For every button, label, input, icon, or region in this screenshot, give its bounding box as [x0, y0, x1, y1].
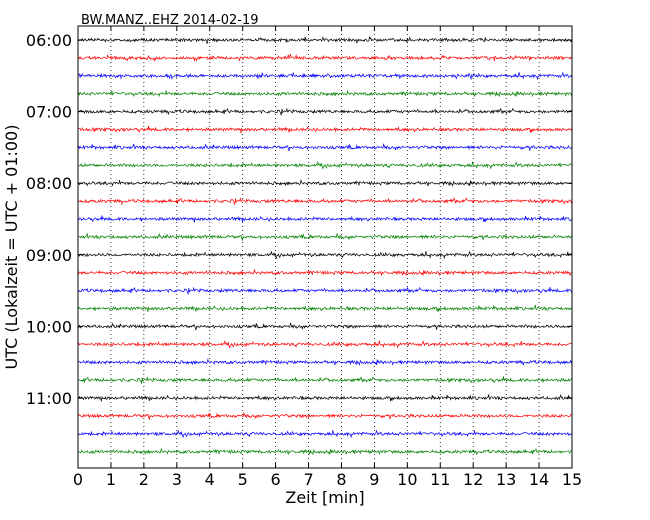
y-tick-labels: 06:00 07:00 08:00 09:00 10:00 11:00	[26, 31, 72, 408]
trace-0600	[77, 36, 573, 44]
trace-0700	[77, 107, 573, 116]
trace-1115	[77, 411, 573, 420]
trace-1030	[77, 358, 573, 366]
grid-lines	[110, 26, 540, 468]
x-tick-label: 15	[562, 470, 582, 489]
x-tick-label: 6	[271, 470, 281, 489]
x-tick-label: 5	[238, 470, 248, 489]
x-tick-label: 12	[463, 470, 483, 489]
x-tick-label: 2	[139, 470, 149, 489]
x-tick-label: 1	[106, 470, 116, 489]
y-tick-label: 10:00	[26, 317, 72, 336]
y-tick-label: 07:00	[26, 103, 72, 122]
x-tick-labels: 0 1 2 3 4 5 6 7 8 9 10 11 12 13 14 15	[73, 470, 582, 489]
plot-frame	[77, 25, 573, 469]
x-tick-label: 10	[397, 470, 417, 489]
trace-1045	[77, 376, 573, 384]
x-tick-label: 11	[430, 470, 450, 489]
y-tick-label: 08:00	[26, 174, 72, 193]
trace-0945	[77, 304, 573, 313]
trace-0615	[77, 53, 573, 63]
x-tick-label: 13	[496, 470, 516, 489]
trace-0930	[77, 286, 573, 295]
trace-0730	[77, 143, 573, 152]
y-axis-label: UTC (Lokalzeit = UTC + 01:00)	[2, 125, 21, 370]
y-tick-label: 06:00	[26, 31, 72, 50]
traces	[77, 36, 573, 456]
trace-0800	[77, 179, 573, 187]
x-tick-label: 14	[529, 470, 549, 489]
trace-1000	[77, 322, 573, 331]
trace-0845	[77, 232, 573, 241]
trace-0830	[77, 215, 573, 223]
x-tick-label: 7	[303, 470, 313, 489]
x-tick-label: 4	[205, 470, 215, 489]
x-tick-label: 9	[369, 470, 379, 489]
y-tick-label: 11:00	[26, 389, 72, 408]
x-tick-label: 8	[336, 470, 346, 489]
trace-0715	[77, 125, 573, 134]
x-axis-label: Zeit [min]	[285, 488, 364, 507]
y-tick-label: 09:00	[26, 246, 72, 265]
trace-0745	[77, 160, 572, 170]
trace-1100	[77, 393, 573, 402]
trace-0630	[77, 71, 573, 81]
chart-title: BW.MANZ..EHZ 2014-02-19	[81, 13, 259, 28]
x-tick-label: 0	[73, 470, 83, 489]
trace-1130	[77, 429, 573, 439]
trace-0900	[77, 250, 573, 260]
trace-0645	[77, 89, 573, 98]
x-tick-label: 3	[172, 470, 182, 489]
trace-0815	[77, 197, 573, 206]
tick-marks	[77, 26, 573, 468]
trace-1015	[77, 339, 573, 349]
trace-1145	[77, 447, 573, 456]
trace-0915	[77, 268, 572, 277]
